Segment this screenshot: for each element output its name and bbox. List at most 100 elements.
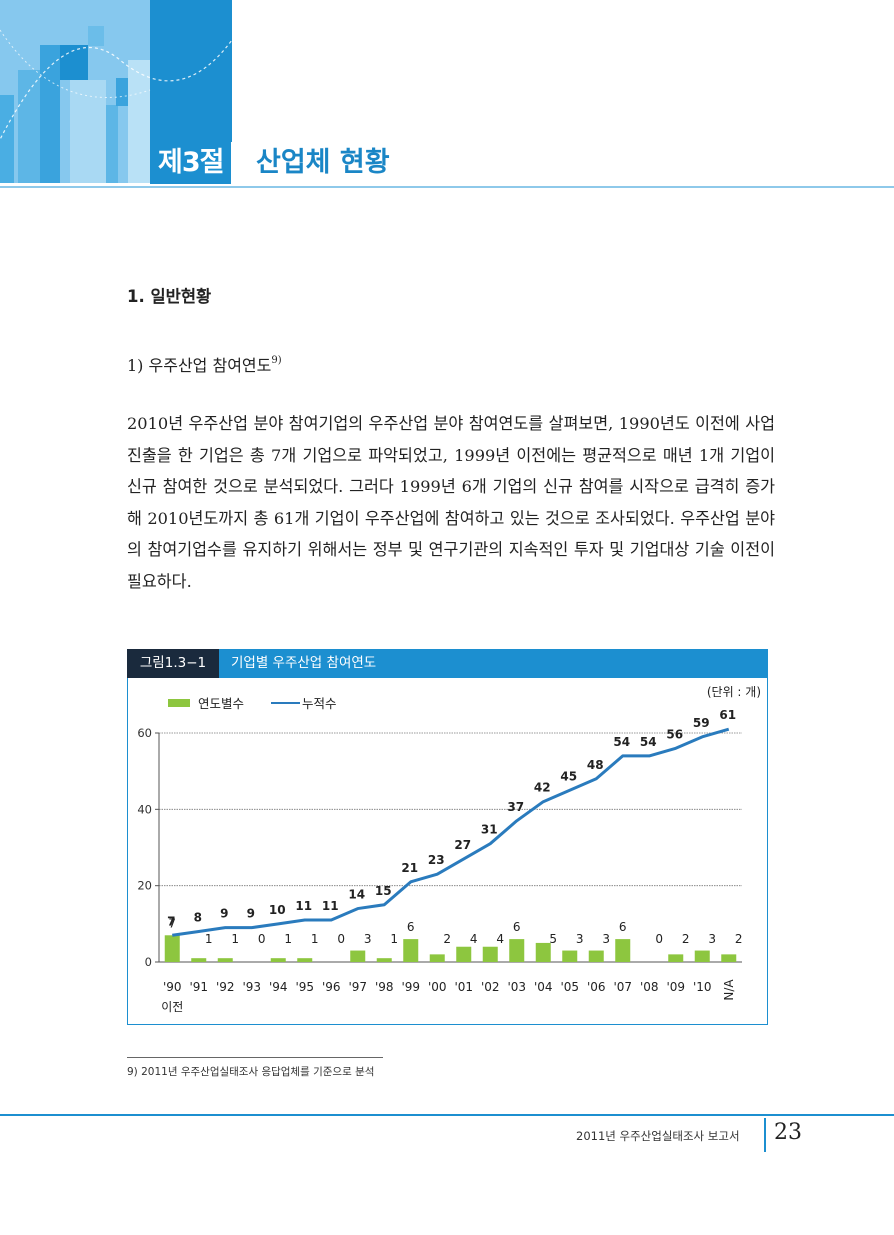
bar	[270, 958, 286, 962]
bar	[376, 958, 392, 962]
bar	[535, 942, 551, 962]
bar-value-label: 0	[655, 932, 663, 946]
line-value-label: 31	[481, 823, 498, 837]
figure-number: 그림1.3−1	[127, 649, 219, 678]
x-tick-label: '92	[216, 980, 235, 994]
line-value-label: 9	[247, 907, 255, 921]
y-tick-label: 60	[137, 726, 152, 740]
bar-value-label: 3	[708, 932, 716, 946]
x-tick-label: '10	[693, 980, 712, 994]
x-tick-label: '09	[666, 980, 685, 994]
line-value-label: 56	[666, 727, 683, 741]
line-value-label: 23	[428, 853, 445, 867]
figure-title: 기업별 우주산업 참여연도	[231, 655, 377, 671]
legend-bar-swatch	[168, 699, 190, 707]
line-value-label: 45	[560, 769, 577, 783]
x-tick-label: '98	[375, 980, 394, 994]
x-tick-label: '94	[269, 980, 288, 994]
chart-frame: 0 20 40 60 7 1 1 0 1 1 0 3 1 6 2 4 4 6 5 3 3 6 0 2 3 2 7 8 9 9 10 11 11 1…	[127, 678, 768, 1025]
bar-value-label: 3	[602, 932, 610, 946]
line-value-label: 48	[587, 758, 604, 772]
x-tick-label: '91	[189, 980, 208, 994]
footnote: 9) 2011년 우주산업실태조사 응답업체를 기준으로 분석	[127, 1066, 375, 1078]
bar	[694, 950, 710, 962]
x-tick-label: '95	[295, 980, 314, 994]
bar-value-label: 1	[311, 932, 319, 946]
bar	[191, 958, 207, 962]
x-tick-label: '96	[322, 980, 341, 994]
line-value-label: 61	[719, 708, 736, 722]
bar	[588, 950, 604, 962]
figure-header: 그림1.3−1 기업별 우주산업 참여연도	[127, 649, 768, 678]
line-value-label: 59	[693, 716, 710, 730]
x-tick-label: N/A	[722, 979, 736, 1001]
bar-value-label: 1	[205, 932, 213, 946]
bar	[403, 939, 419, 962]
bar-value-label: 7	[168, 916, 176, 930]
x-tick-label: '00	[428, 980, 447, 994]
x-tick-label: '07	[613, 980, 632, 994]
bar	[164, 935, 180, 962]
bar-value-label: 2	[682, 932, 690, 946]
bar-value-label: 2	[735, 932, 743, 946]
line-value-label: 37	[507, 800, 524, 814]
x-tick-label: '04	[534, 980, 553, 994]
x-tick-label: '01	[454, 980, 473, 994]
chapter-title: 산업체 현황	[256, 147, 390, 178]
cumulative-line	[172, 727, 730, 937]
line-value-label: 54	[613, 735, 630, 749]
line-value-label: 15	[375, 884, 392, 898]
x-tick-label: '97	[348, 980, 367, 994]
unit-label: (단위 : 개)	[707, 685, 761, 699]
section-heading: 1. 일반현황	[127, 287, 212, 306]
body-paragraph: 2010년 우주산업 분야 참여기업의 우주산업 분야 참여연도를 살펴보면, …	[127, 414, 775, 591]
y-tick-label: 20	[137, 879, 152, 893]
footer-report-title: 2011년 우주산업실태조사 보고서	[576, 1129, 740, 1143]
bar	[297, 958, 313, 962]
subsection-heading-text: 1) 우주산업 참여연도	[127, 356, 272, 375]
bar-value-label: 3	[364, 932, 372, 946]
bar	[456, 946, 472, 962]
line-value-label: 27	[454, 838, 471, 852]
bar-value-label: 1	[231, 932, 239, 946]
x-tick-label: '99	[401, 980, 420, 994]
y-tick-label: 0	[145, 955, 152, 969]
x-tick-label: '03	[507, 980, 526, 994]
bar-value-label: 6	[619, 920, 627, 934]
bar-value-label: 1	[284, 932, 292, 946]
line-value-label: 11	[295, 899, 312, 913]
footnote-rule	[127, 1057, 383, 1058]
bar	[721, 954, 737, 962]
line-value-label: 10	[269, 903, 286, 917]
bar-value-label: 3	[576, 932, 584, 946]
legend-bar-label: 연도별수	[198, 696, 244, 711]
bar-value-label: 0	[337, 932, 345, 946]
bar-value-label: 5	[549, 932, 557, 946]
x-tick-label: '93	[242, 980, 261, 994]
legend-line-label: 누적수	[302, 696, 337, 711]
bar	[217, 958, 233, 962]
bar-value-label: 2	[443, 932, 451, 946]
bar-value-label: 6	[407, 920, 415, 934]
x-tick-sublabel: 이전	[161, 1000, 183, 1014]
bar	[482, 946, 498, 962]
footer-rule	[0, 1114, 894, 1116]
x-tick-label: '08	[640, 980, 659, 994]
bar-value-label: 4	[470, 932, 478, 946]
footnote-ref: 9)	[271, 354, 282, 366]
line-value-label: 21	[401, 861, 418, 875]
x-tick-label: '90	[163, 980, 182, 994]
bar-value-label: 0	[258, 932, 266, 946]
line-value-label: 8	[194, 910, 202, 924]
line-value-label: 42	[534, 781, 551, 795]
bar-value-label: 4	[496, 932, 504, 946]
bar	[615, 939, 631, 962]
bar	[429, 954, 445, 962]
x-tick-label: '05	[560, 980, 579, 994]
header-rule	[0, 186, 894, 188]
line-value-label: 14	[348, 888, 365, 902]
line-value-label: 11	[322, 899, 339, 913]
footer-divider	[764, 1118, 766, 1152]
chapter-label: 제3절	[150, 142, 232, 184]
